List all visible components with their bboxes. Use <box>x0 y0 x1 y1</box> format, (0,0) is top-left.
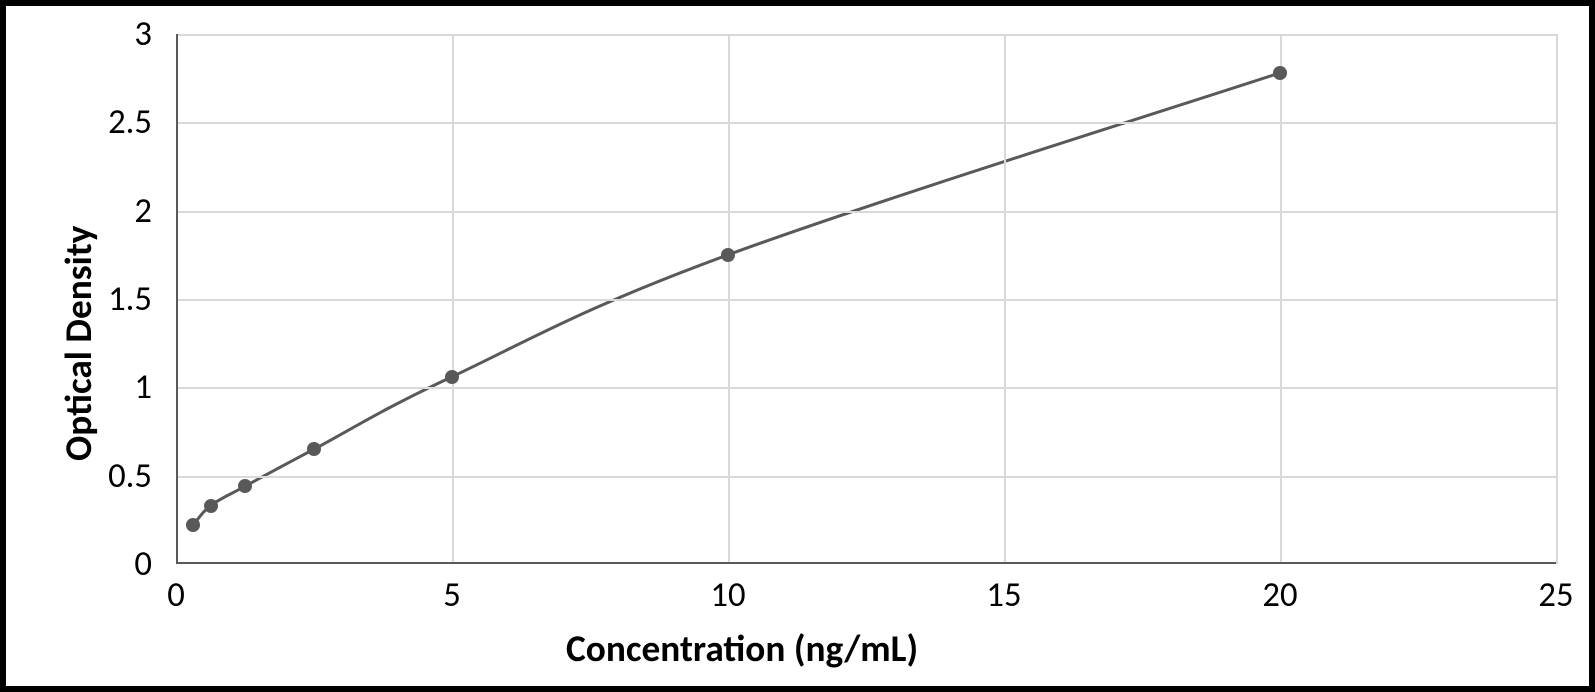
x-tick-label: 25 <box>1538 574 1573 616</box>
y-tick-label: 1.5 <box>108 278 166 320</box>
data-marker <box>204 499 218 513</box>
x-axis-line <box>176 562 1556 564</box>
x-tick-label: 5 <box>443 574 461 616</box>
y-grid-line <box>176 476 1556 478</box>
y-grid-line <box>176 122 1556 124</box>
data-marker <box>445 370 459 384</box>
y-tick-label: 2 <box>134 190 166 232</box>
y-tick-label: 1 <box>134 366 166 408</box>
data-marker <box>307 442 321 456</box>
y-grid-line <box>176 34 1556 36</box>
data-marker <box>1273 66 1287 80</box>
chart-frame: Optical Density Concentration (ng/mL) 0 5… <box>0 0 1595 692</box>
y-tick-label: 0.5 <box>108 455 166 497</box>
plot-area <box>176 34 1556 564</box>
y-tick-label: 2.5 <box>108 101 166 143</box>
x-axis-title: Concentration (ng/mL) <box>566 626 918 672</box>
y-tick-label: 3 <box>134 13 166 55</box>
x-tick-label: 10 <box>710 574 745 616</box>
y-grid-line <box>176 387 1556 389</box>
y-grid-line <box>176 299 1556 301</box>
data-marker <box>186 518 200 532</box>
x-tick-label: 15 <box>986 574 1021 616</box>
x-grid-line <box>1556 34 1558 564</box>
y-tick-label: 0 <box>134 543 166 585</box>
data-marker <box>721 248 735 262</box>
x-tick-label: 0 <box>167 574 185 616</box>
x-tick-label: 20 <box>1262 574 1297 616</box>
data-marker <box>238 479 252 493</box>
y-axis-line <box>176 34 178 564</box>
y-axis-title: Optical Density <box>56 226 102 461</box>
y-grid-line <box>176 211 1556 213</box>
